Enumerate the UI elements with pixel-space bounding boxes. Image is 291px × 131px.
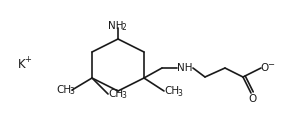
Text: +: +: [24, 56, 31, 64]
Text: 2: 2: [121, 23, 126, 32]
Text: NH: NH: [177, 63, 193, 73]
Text: CH: CH: [164, 86, 180, 96]
Text: 3: 3: [70, 88, 74, 97]
Text: O: O: [261, 63, 269, 73]
Text: O: O: [249, 94, 257, 104]
Text: 3: 3: [122, 91, 127, 100]
Text: −: −: [267, 60, 274, 69]
Text: 3: 3: [178, 89, 182, 97]
Text: K: K: [18, 59, 26, 72]
Text: CH: CH: [56, 85, 72, 95]
Text: NH: NH: [108, 21, 124, 31]
Text: CH: CH: [109, 89, 124, 99]
